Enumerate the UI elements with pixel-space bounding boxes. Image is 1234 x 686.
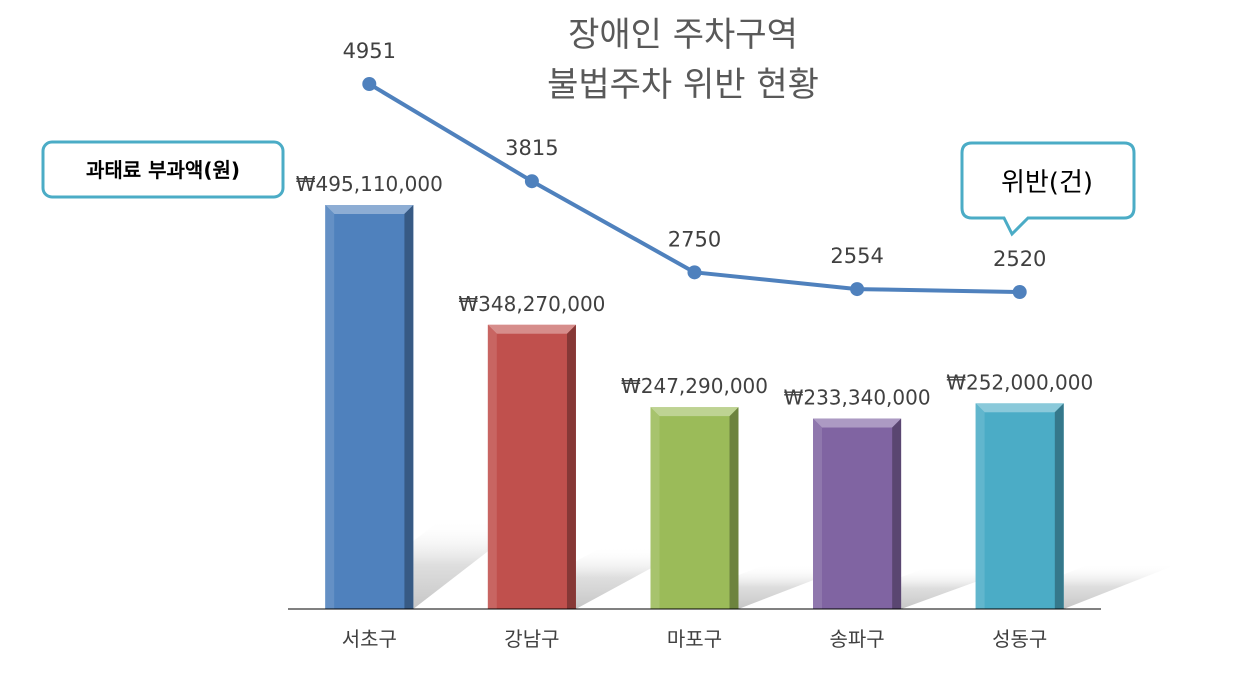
bar-bevel-right [1054,403,1064,609]
violation-point [687,265,702,280]
violation-callout: 위반(건) [960,141,1136,237]
bar-송파구 [813,418,902,609]
bar-bevel-left [975,403,985,609]
bar-bevel-left [813,418,823,609]
x-tick-label: 서초구 [342,627,397,651]
bar-성동구 [975,403,1064,609]
bar-마포구 [650,407,739,609]
bar-value-label: ₩348,270,000 [458,292,605,316]
bar-bevel-top [325,205,414,214]
bar-bevel-right [404,205,414,609]
bar-face [334,214,405,609]
violation-value-label: 3815 [505,136,558,160]
bar-value-label: ₩233,340,000 [784,386,931,410]
bar-bevel-left [325,205,335,609]
line-labels: 4951 3815 2750 2554 2520 [343,39,1047,271]
bar-bevel-top [975,403,1064,413]
bar-bevel-top [487,324,576,334]
bar-labels: ₩495,110,000 ₩348,270,000 ₩247,290,000 ₩233… [296,172,1093,410]
violation-point [362,77,377,91]
bar-bevel-left [487,324,497,609]
bar-face [496,333,567,609]
violation-line [367,82,1022,294]
violation-line-series [362,77,1027,299]
violation-value-label: 2750 [668,227,721,251]
bar-value-label: ₩495,110,000 [296,172,443,196]
bar-face [822,427,893,609]
violation-value-label: 2554 [830,244,883,268]
x-axis-tick-labels: 서초구 강남구 마포구 송파구 성동구 [342,627,1048,651]
chart-title-line-2: 불법주차 위반 현황 [547,65,819,105]
x-tick-label: 마포구 [667,627,722,651]
fine-callout-box [41,140,285,199]
x-tick-label: 송파구 [829,627,884,651]
violation-point [850,282,865,297]
bar-서초구 [325,205,414,609]
violation-callout-label: 위반(건) [1001,168,1093,198]
chart-title-line-1: 장애인 주차구역 [568,15,798,55]
bars [325,205,1064,609]
bar-value-label: ₩247,290,000 [621,374,768,398]
fine-callout: 과태료 부과액(원) [41,140,285,199]
bar-bevel-right [892,418,902,609]
bar-value-label: ₩252,000,000 [946,370,1093,394]
bar-강남구 [487,324,576,609]
x-tick-label: 성동구 [992,627,1047,651]
x-tick-label: 강남구 [504,627,559,651]
violation-point [1012,285,1027,299]
violation-value-label: 4951 [343,39,396,63]
bar-bevel-top [650,407,739,417]
bar-face [659,416,730,609]
bar-bevel-left [650,407,660,609]
bar-face [984,412,1055,609]
violation-point [524,174,539,189]
fine-callout-label: 과태료 부과액(원) [86,158,240,182]
bar-bevel-right [566,324,576,609]
bar-bevel-top [813,418,902,428]
bar-bevel-right [729,407,739,609]
violation-callout-box [960,141,1136,237]
violation-value-label: 2520 [993,247,1046,271]
